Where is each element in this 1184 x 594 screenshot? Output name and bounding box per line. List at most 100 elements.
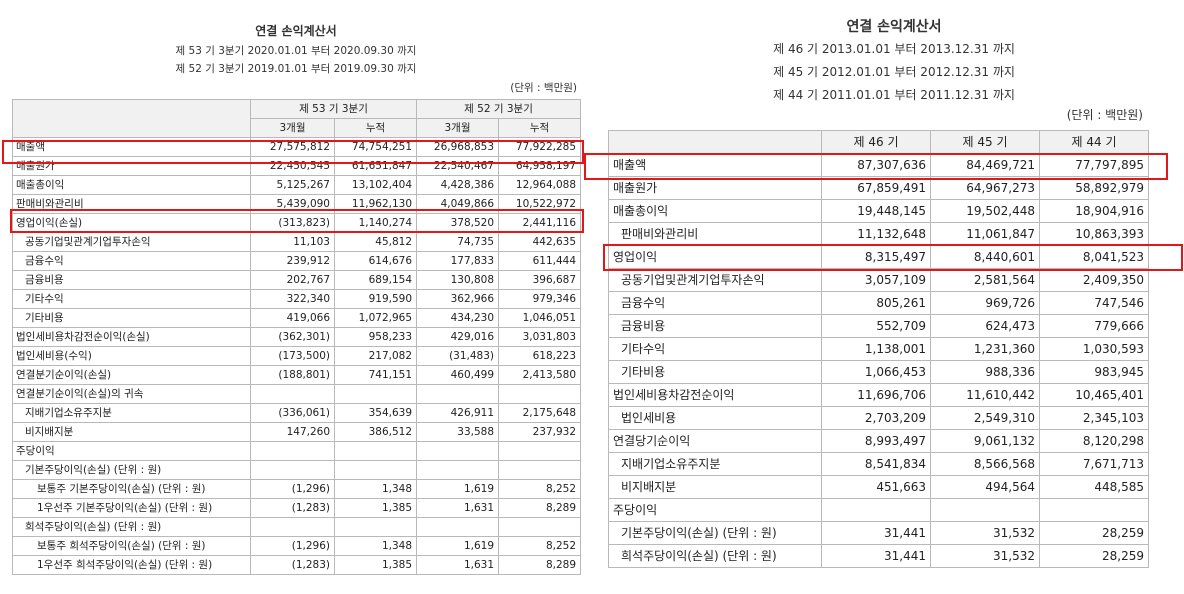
left-row-label: 연결분기순이익(손실)의 귀속 [12, 384, 251, 404]
right-row-value: 2,581,564 [930, 268, 1040, 292]
left-subcol: 누적 [333, 118, 418, 138]
left-period-prior: 제 52 기 3분기 2019.01.01 부터 2019.09.30 까지 [175, 63, 417, 75]
left-table-row: 연결분기순이익(손실)의 귀속 [12, 384, 582, 404]
left-row-label: 금융수익 [12, 251, 251, 271]
left-row-value: 8,289 [498, 498, 582, 518]
left-row-value: (362,301) [250, 327, 335, 347]
right-row-label: 희석주당이익(손실) (단위 : 원) [608, 544, 822, 568]
right-row-value: 1,030,593 [1039, 337, 1149, 361]
right-row-label: 주당이익 [608, 498, 822, 522]
left-row-value: 419,066 [250, 308, 335, 328]
right-table-row: 지배기업소유주지분 8,541,834 8,566,568 7,671,713 [608, 452, 1149, 476]
left-row-value: 434,230 [416, 308, 500, 328]
right-table-row: 금융수익 805,261 969,726 747,546 [608, 291, 1149, 315]
left-row-value: 64,958,197 [498, 156, 582, 176]
left-row-value: 378,520 [416, 213, 500, 233]
left-row-value: 322,340 [250, 289, 335, 309]
right-row-value: 8,041,523 [1039, 245, 1149, 269]
right-title: 연결 손익계산서 [846, 19, 942, 35]
right-unit: (단위 : 백만원) [1066, 108, 1143, 122]
left-row-value: 217,082 [333, 346, 418, 366]
right-row-value: 8,440,601 [930, 245, 1040, 269]
right-row-value: 1,138,001 [821, 337, 931, 361]
left-row-value: 22,540,467 [416, 156, 500, 176]
right-row-value: 451,663 [821, 475, 931, 499]
right-period-45: 제 45 기 2012.01.01 부터 2012.12.31 까지 [773, 65, 1015, 79]
left-row-label: 지배기업소유주지분 [12, 403, 251, 423]
right-row-value: 64,967,273 [930, 176, 1040, 200]
right-row-value: 779,666 [1039, 314, 1149, 338]
left-row-value [250, 384, 335, 404]
right-row-label: 금융비용 [608, 314, 822, 338]
left-row-value: 4,428,386 [416, 175, 500, 195]
left-row-value: 1,631 [416, 498, 500, 518]
right-row-value: 11,610,442 [930, 383, 1040, 407]
left-row-label: 1우선주 희석주당이익(손실) (단위 : 원) [12, 555, 251, 575]
left-row-value: 614,676 [333, 251, 418, 271]
right-row-value: 2,703,209 [821, 406, 931, 430]
right-table-row: 기본주당이익(손실) (단위 : 원) 31,441 31,532 28,259 [608, 521, 1149, 545]
left-row-label: 금융비용 [12, 270, 251, 290]
right-table-row: 기타수익 1,138,001 1,231,360 1,030,593 [608, 337, 1149, 361]
left-row-value [250, 460, 335, 480]
left-row-value: 689,154 [333, 270, 418, 290]
right-row-label: 지배기업소유주지분 [608, 452, 822, 476]
left-row-label: 매출총이익 [12, 175, 251, 195]
left-row-label: 공동기업및관계기업투자손익 [12, 232, 251, 252]
right-col-header: 제 44 기 [1039, 130, 1149, 154]
left-row-value: 362,966 [416, 289, 500, 309]
left-row-value: 1,072,965 [333, 308, 418, 328]
left-table-row: 희석주당이익(손실) (단위 : 원) [12, 517, 582, 537]
left-row-value [333, 460, 418, 480]
right-row-label: 기본주당이익(손실) (단위 : 원) [608, 521, 822, 545]
right-row-value: 77,797,895 [1039, 153, 1149, 177]
left-row-value: 177,833 [416, 251, 500, 271]
left-row-value: 919,590 [333, 289, 418, 309]
left-table-row: 법인세비용차감전순이익(손실) (362,301) 958,233 429,016 3,… [12, 327, 582, 347]
right-row-value: 1,231,360 [930, 337, 1040, 361]
right-col-header: 제 45 기 [930, 130, 1040, 154]
right-row-value: 31,532 [930, 544, 1040, 568]
left-row-value: 12,964,088 [498, 175, 582, 195]
right-row-label: 공동기업및관계기업투자손익 [608, 268, 822, 292]
right-table-row: 희석주당이익(손실) (단위 : 원) 31,441 31,532 28,259 [608, 544, 1149, 568]
right-table-row: 판매비와관리비 11,132,648 11,061,847 10,863,393 [608, 222, 1149, 246]
left-row-label: 보통주 희석주당이익(손실) (단위 : 원) [12, 536, 251, 556]
left-row-label: 판매비와관리비 [12, 194, 251, 214]
left-row-value: 1,385 [333, 498, 418, 518]
left-row-value: 74,735 [416, 232, 500, 252]
left-row-value [498, 384, 582, 404]
right-row-value: 969,726 [930, 291, 1040, 315]
left-table-row: 금융수익 239,912 614,676 177,833 611,444 [12, 251, 582, 271]
left-subcol: 누적 [498, 118, 582, 138]
left-table-row: 비지배지분 147,260 386,512 33,588 237,932 [12, 422, 582, 442]
left-row-label: 법인세비용차감전순이익(손실) [12, 327, 251, 347]
left-row-value: 426,911 [416, 403, 500, 423]
left-row-value: 3,031,803 [498, 327, 582, 347]
left-row-value: 8,289 [498, 555, 582, 575]
left-table-row: 판매비와관리비 5,439,090 11,962,130 4,049,866 10,52… [12, 194, 582, 214]
left-row-value: 77,922,285 [498, 137, 582, 157]
left-row-label: 희석주당이익(손실) (단위 : 원) [12, 517, 251, 537]
right-col-header: 제 46 기 [821, 130, 931, 154]
left-row-value [333, 384, 418, 404]
right-row-value: 18,904,916 [1039, 199, 1149, 223]
left-row-value: 8,252 [498, 479, 582, 499]
left-title: 연결 손익계산서 [255, 24, 337, 38]
left-table-row: 금융비용 202,767 689,154 130,808 396,687 [12, 270, 582, 290]
right-table-row: 주당이익 [608, 498, 1149, 522]
right-table-row: 기타비용 1,066,453 988,336 983,945 [608, 360, 1149, 384]
left-table-row: 법인세비용(수익) (173,500) 217,082 (31,483) 618,223 [12, 346, 582, 366]
left-unit: (단위 : 백만원) [510, 82, 577, 94]
right-row-value [821, 498, 931, 522]
right-row-value: 988,336 [930, 360, 1040, 384]
right-row-value: 31,441 [821, 521, 931, 545]
left-row-value: 2,441,116 [498, 213, 582, 233]
left-row-label: 비지배지분 [12, 422, 251, 442]
right-table-row: 공동기업및관계기업투자손익 3,057,109 2,581,564 2,409,350 [608, 268, 1149, 292]
right-row-value: 87,307,636 [821, 153, 931, 177]
right-header-blank [608, 130, 822, 154]
left-table-row: 보통주 희석주당이익(손실) (단위 : 원) (1,296) 1,348 1,619… [12, 536, 582, 556]
right-row-label: 판매비와관리비 [608, 222, 822, 246]
right-header-row: 제 46 기 제 45 기 제 44 기 [608, 130, 1149, 154]
